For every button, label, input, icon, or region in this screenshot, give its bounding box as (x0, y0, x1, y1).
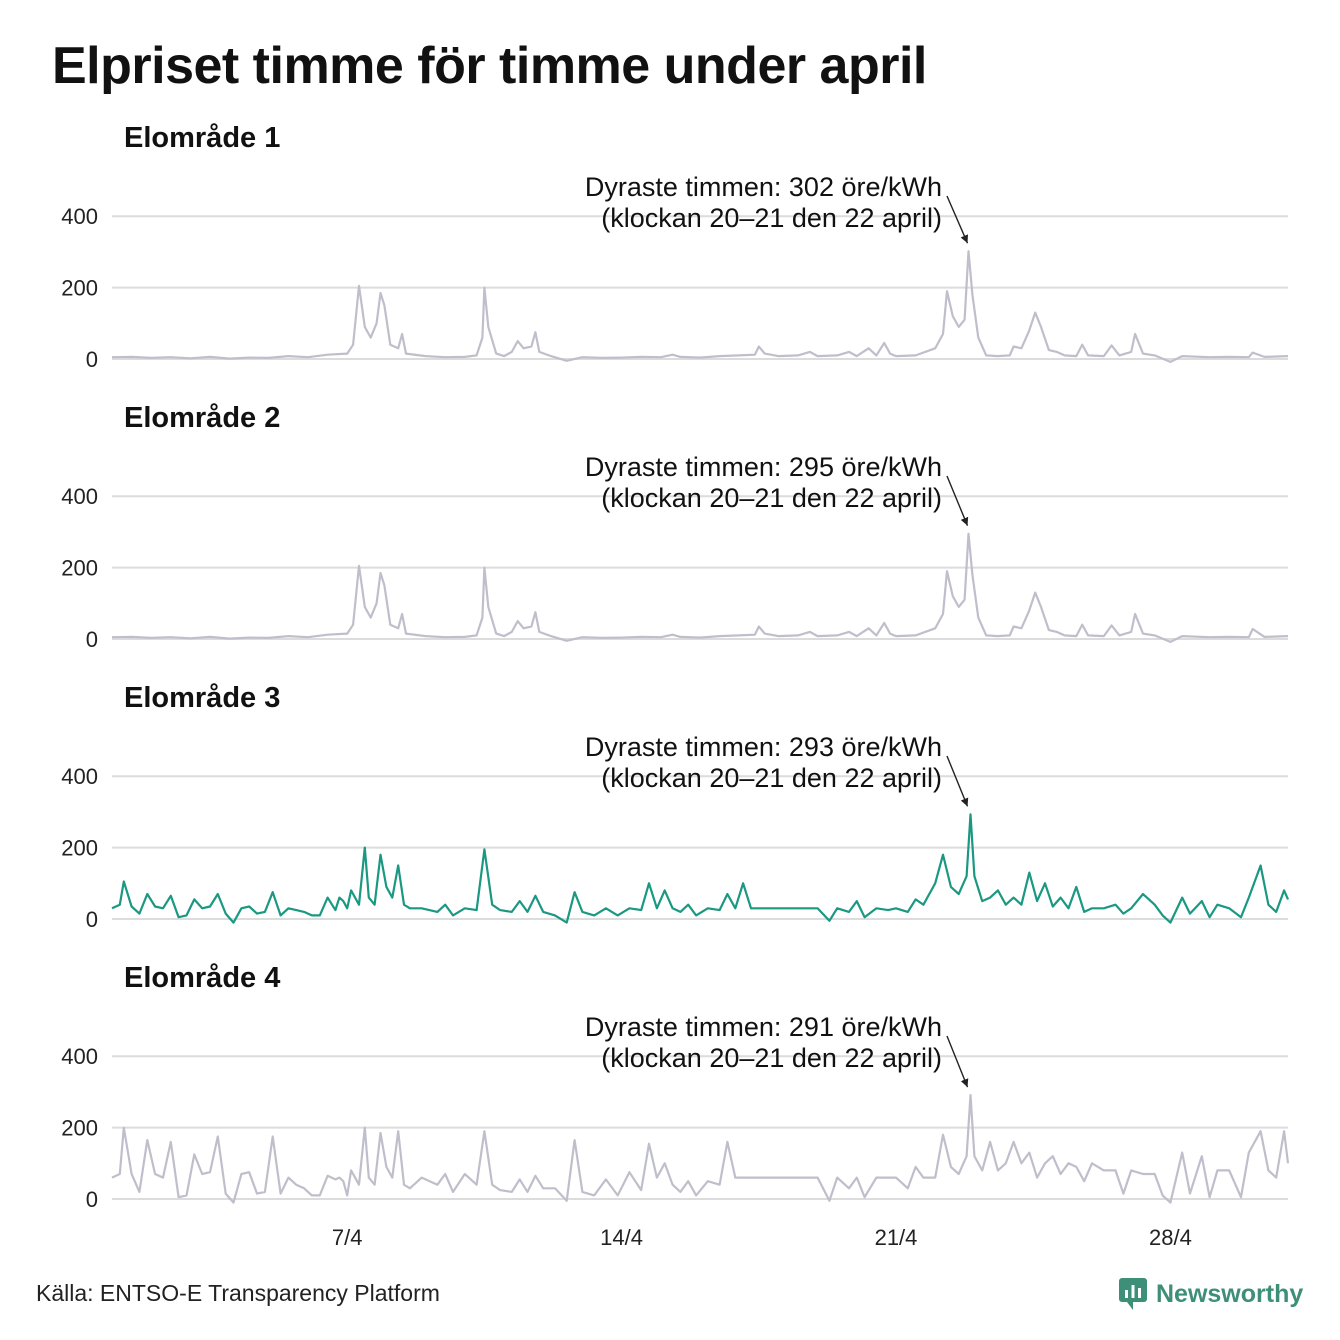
x-tick-label: 14/4 (600, 1225, 643, 1250)
panel-title: Elområde 1 (124, 122, 280, 154)
annotation-line-1: Dyraste timmen: 293 öre/kWh (585, 732, 942, 762)
y-tick-label: 0 (86, 907, 98, 932)
y-tick-label: 400 (61, 204, 98, 229)
annotation-line-1: Dyraste timmen: 291 öre/kWh (585, 1012, 942, 1042)
y-tick-label: 400 (61, 484, 98, 509)
y-tick-label: 200 (61, 276, 98, 301)
y-tick-label: 0 (86, 627, 98, 652)
y-tick-label: 0 (86, 347, 98, 372)
y-tick-label: 200 (61, 556, 98, 581)
annotation-arrow (946, 195, 969, 244)
panel-1: Elområde 1 0 200 400 Dyraste timmen: 302 öre… (61, 122, 1289, 372)
annotation-arrow (946, 755, 969, 807)
brand-name: Newsworthy (1156, 1279, 1304, 1308)
panel-3: Elområde 3 0 200 400 Dyraste timmen: 293 öre… (61, 682, 1290, 932)
brand-logo: Newsworthy (1118, 1274, 1303, 1314)
y-tick-label: 0 (86, 1187, 98, 1212)
annotation-line-2: (klockan 20–21 den 22 april) (601, 483, 942, 513)
annotation-line-2: (klockan 20–21 den 22 april) (601, 763, 942, 793)
x-tick-label: 21/4 (875, 1225, 918, 1250)
annotation-line-2: (klockan 20–21 den 22 april) (601, 203, 942, 233)
annotation-line-2: (klockan 20–21 den 22 april) (601, 1043, 942, 1073)
annotation-arrow (946, 1035, 969, 1088)
y-tick-label: 400 (61, 764, 98, 789)
x-tick-label: 7/4 (332, 1225, 363, 1250)
panel-title: Elområde 4 (124, 962, 280, 994)
price-line (111, 250, 1289, 363)
y-tick-label: 200 (61, 1116, 98, 1141)
price-line (111, 1094, 1290, 1204)
panel-4: Elområde 4 0 200 400 Dyraste timmen: 291 öre… (61, 962, 1290, 1250)
annotation-line-1: Dyraste timmen: 302 öre/kWh (585, 172, 942, 202)
source-note: Källa: ENTSO-E Transparency Platform (36, 1280, 440, 1306)
panel-title: Elområde 3 (124, 682, 280, 714)
price-line (111, 813, 1290, 924)
annotation-arrow (946, 475, 969, 526)
newsworthy-icon (1119, 1278, 1147, 1310)
annotation-line-1: Dyraste timmen: 295 öre/kWh (585, 452, 942, 482)
page-title: Elpriset timme för timme under april (52, 37, 927, 95)
y-tick-label: 400 (61, 1044, 98, 1069)
y-tick-label: 200 (61, 836, 98, 861)
panel-2: Elområde 2 0 200 400 Dyraste timmen: 295 öre… (61, 402, 1289, 652)
price-line (111, 532, 1289, 643)
x-tick-label: 28/4 (1149, 1225, 1192, 1250)
panel-title: Elområde 2 (124, 402, 280, 434)
